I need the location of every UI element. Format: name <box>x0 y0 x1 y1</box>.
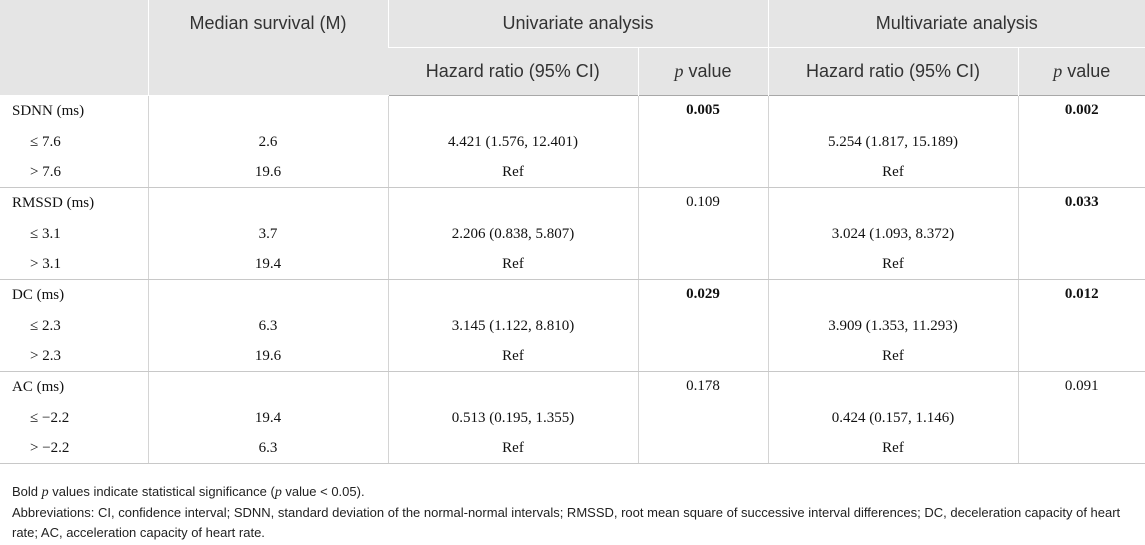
multi-p-value: 0.002 <box>1017 95 1145 188</box>
multi-hr-cell: Ref <box>767 249 1019 280</box>
value-word: value <box>1062 61 1111 81</box>
table-row: ≤ −2.2 19.4 0.513 (0.195, 1.355) 0.424 (0.1… <box>0 403 1145 433</box>
table-row: AC (ms) 0.178 0.091 <box>0 371 1145 464</box>
uni-hr-cell: Ref <box>387 341 638 372</box>
median-cell: 19.4 <box>147 403 388 433</box>
footnote-bold-p: Bold p values indicate statistical signi… <box>12 484 365 500</box>
value-word: value <box>683 61 732 81</box>
uni-hr-cell: Ref <box>387 157 638 188</box>
group-label: SDNN (ms) <box>12 103 85 119</box>
median-cell: 19.4 <box>147 249 388 280</box>
uni-hr-cell: Ref <box>387 249 638 280</box>
multi-hr-cell <box>767 279 1019 311</box>
header-univariate: Univariate analysis <box>387 0 769 48</box>
median-cell: 3.7 <box>147 219 388 249</box>
median-cell: 6.3 <box>147 311 388 341</box>
uni-hr-cell <box>387 95 638 127</box>
multi-hr-cell: Ref <box>767 341 1019 372</box>
header-uni-hazard-ratio: Hazard ratio (95% CI) <box>388 47 638 96</box>
group-label: DC (ms) <box>12 287 65 303</box>
table-row: ≤ 3.1 3.7 2.206 (0.838, 5.807) 3.024 (1.093… <box>0 219 1145 249</box>
p-letter: p <box>1053 61 1063 81</box>
table-body: SDNN (ms) 0.005 0.002 ≤ 7.6 2.6 4.421 (1.576,… <box>0 95 1145 464</box>
multi-hr-cell: 5.254 (1.817, 15.189) <box>767 127 1019 157</box>
table-row: ≤ 2.3 6.3 3.145 (1.122, 8.810) 3.909 (1.353… <box>0 311 1145 341</box>
median-cell: 2.6 <box>147 127 388 157</box>
table-row: > 7.6 19.6 Ref Ref <box>0 157 1145 188</box>
multi-hr-cell <box>767 187 1019 219</box>
table-row: > −2.2 6.3 Ref Ref <box>0 433 1145 464</box>
multi-hr-cell: 0.424 (0.157, 1.146) <box>767 403 1019 433</box>
multi-p-value: 0.033 <box>1017 187 1145 280</box>
uni-hr-cell: 4.421 (1.576, 12.401) <box>387 127 638 157</box>
median-cell: 6.3 <box>147 433 388 464</box>
median-cell: 19.6 <box>147 341 388 372</box>
header-multi-p-value: p value <box>1017 47 1145 96</box>
multi-p-value: 0.091 <box>1017 371 1145 464</box>
row-label: > 2.3 <box>0 341 148 372</box>
multi-hr-cell: 3.909 (1.353, 11.293) <box>767 311 1019 341</box>
uni-hr-cell: 0.513 (0.195, 1.355) <box>387 403 638 433</box>
multi-hr-cell: 3.024 (1.093, 8.372) <box>767 219 1019 249</box>
median-cell <box>147 279 388 311</box>
multi-hr-cell <box>767 371 1019 403</box>
row-label: > 7.6 <box>0 157 148 188</box>
median-cell <box>147 95 388 127</box>
multi-hr-cell: Ref <box>767 433 1019 464</box>
table-row: DC (ms) 0.029 0.012 <box>0 279 1145 372</box>
uni-hr-cell <box>387 279 638 311</box>
table-header: Median survival (M) Univariate analysis … <box>0 0 1145 96</box>
header-median-survival: Median survival (M) <box>147 0 388 96</box>
median-cell <box>147 187 388 219</box>
uni-p-value: 0.005 <box>637 95 769 188</box>
survival-analysis-table: Median survival (M) Univariate analysis … <box>0 0 1145 464</box>
survival-table-container: Median survival (M) Univariate analysis … <box>0 0 1145 464</box>
uni-hr-cell: 3.145 (1.122, 8.810) <box>387 311 638 341</box>
row-label: ≤ −2.2 <box>30 409 70 426</box>
row-label: > −2.2 <box>0 433 148 464</box>
table-row: SDNN (ms) 0.005 0.002 <box>0 95 1145 188</box>
row-label: ≤ 7.6 <box>30 133 61 150</box>
table-footnotes: Bold p values indicate statistical signi… <box>12 482 1137 543</box>
median-cell <box>147 371 388 403</box>
header-uni-p-value: p value <box>637 47 769 96</box>
row-label: ≤ 3.1 <box>30 225 61 242</box>
p-letter: p <box>674 61 684 81</box>
table-row: RMSSD (ms) 0.109 0.033 <box>0 187 1145 280</box>
table-row: > 2.3 19.6 Ref Ref <box>0 341 1145 372</box>
table-row: > 3.1 19.4 Ref Ref <box>0 249 1145 280</box>
median-cell: 19.6 <box>147 157 388 188</box>
header-multivariate: Multivariate analysis <box>767 0 1145 48</box>
uni-p-value: 0.029 <box>637 279 769 372</box>
uni-hr-cell: 2.206 (0.838, 5.807) <box>387 219 638 249</box>
uni-p-value: 0.109 <box>637 187 769 280</box>
row-label: ≤ 2.3 <box>30 317 61 334</box>
multi-hr-cell: Ref <box>767 157 1019 188</box>
uni-p-value: 0.178 <box>637 371 769 464</box>
uni-hr-cell <box>387 371 638 403</box>
multi-hr-cell <box>767 95 1019 127</box>
header-multi-hazard-ratio: Hazard ratio (95% CI) <box>767 47 1019 96</box>
row-label: > 3.1 <box>0 249 148 280</box>
group-label: RMSSD (ms) <box>12 195 95 211</box>
footnote-abbreviations: Abbreviations: CI, confidence interval; … <box>12 505 1121 540</box>
multi-p-value: 0.012 <box>1017 279 1145 372</box>
uni-hr-cell: Ref <box>387 433 638 464</box>
uni-hr-cell <box>387 187 638 219</box>
header-empty-cell <box>0 0 148 96</box>
table-row: ≤ 7.6 2.6 4.421 (1.576, 12.401) 5.254 (1.81… <box>0 127 1145 157</box>
group-label: AC (ms) <box>12 379 65 395</box>
